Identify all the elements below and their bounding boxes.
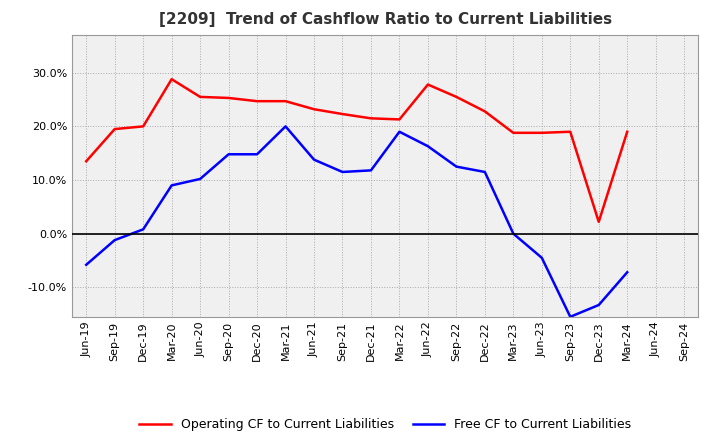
Operating CF to Current Liabilities (167, 77, 176, 82)
Free CF to Current Liabilities (623, 270, 631, 275)
Line: Free CF to Current Liabilities: Free CF to Current Liabilities (86, 126, 627, 317)
Operating CF to Current Liabilities (480, 109, 489, 114)
Operating CF to Current Liabilities (253, 99, 261, 104)
Free CF to Current Liabilities (366, 168, 375, 173)
Operating CF to Current Liabilities (338, 111, 347, 117)
Free CF to Current Liabilities (253, 152, 261, 157)
Free CF to Current Liabilities (310, 157, 318, 162)
Free CF to Current Liabilities (167, 183, 176, 188)
Operating CF to Current Liabilities (282, 99, 290, 104)
Operating CF to Current Liabilities (196, 94, 204, 99)
Free CF to Current Liabilities (423, 143, 432, 149)
Operating CF to Current Liabilities (623, 129, 631, 134)
Free CF to Current Liabilities (225, 152, 233, 157)
Operating CF to Current Liabilities (310, 106, 318, 112)
Operating CF to Current Liabilities (395, 117, 404, 122)
Free CF to Current Liabilities (139, 227, 148, 232)
Operating CF to Current Liabilities (566, 129, 575, 134)
Operating CF to Current Liabilities (366, 116, 375, 121)
Free CF to Current Liabilities (566, 314, 575, 319)
Free CF to Current Liabilities (537, 255, 546, 260)
Free CF to Current Liabilities (395, 129, 404, 134)
Free CF to Current Liabilities (282, 124, 290, 129)
Free CF to Current Liabilities (480, 169, 489, 175)
Free CF to Current Liabilities (452, 164, 461, 169)
Legend: Operating CF to Current Liabilities, Free CF to Current Liabilities: Operating CF to Current Liabilities, Fre… (135, 413, 636, 436)
Free CF to Current Liabilities (338, 169, 347, 175)
Title: [2209]  Trend of Cashflow Ratio to Current Liabilities: [2209] Trend of Cashflow Ratio to Curren… (158, 12, 612, 27)
Free CF to Current Liabilities (110, 238, 119, 243)
Operating CF to Current Liabilities (537, 130, 546, 136)
Operating CF to Current Liabilities (423, 82, 432, 87)
Operating CF to Current Liabilities (110, 126, 119, 132)
Operating CF to Current Liabilities (452, 94, 461, 99)
Line: Operating CF to Current Liabilities: Operating CF to Current Liabilities (86, 79, 627, 222)
Operating CF to Current Liabilities (82, 158, 91, 164)
Operating CF to Current Liabilities (225, 95, 233, 101)
Operating CF to Current Liabilities (595, 219, 603, 224)
Free CF to Current Liabilities (196, 176, 204, 182)
Operating CF to Current Liabilities (509, 130, 518, 136)
Free CF to Current Liabilities (82, 262, 91, 268)
Free CF to Current Liabilities (595, 302, 603, 308)
Free CF to Current Liabilities (509, 231, 518, 236)
Operating CF to Current Liabilities (139, 124, 148, 129)
